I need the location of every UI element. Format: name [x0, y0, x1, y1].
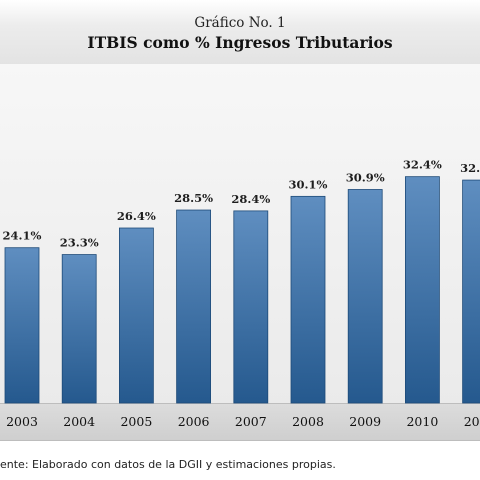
x-tick-2011: 2011	[464, 414, 480, 429]
x-tick-2006: 2006	[178, 414, 210, 429]
x-tick-2007: 2007	[235, 414, 267, 429]
bar-2006	[176, 209, 212, 404]
x-tick-2010: 2010	[406, 414, 438, 429]
data-label-2005: 26.4%	[117, 209, 156, 223]
chart-title: ITBIS como % Ingresos Tributarios	[87, 33, 393, 52]
source-note: ente: Elaborado con datos de la DGII y e…	[0, 458, 336, 471]
bar-2008	[290, 195, 326, 404]
data-label-2004: 23.3%	[60, 236, 99, 250]
data-label-2006: 28.5%	[174, 191, 213, 205]
x-tick-2003: 2003	[6, 414, 38, 429]
x-tick-2009: 2009	[349, 414, 381, 429]
data-label-2008: 30.1%	[289, 177, 328, 191]
x-tick-2008: 2008	[292, 414, 324, 429]
data-label-2003: 24.1%	[3, 229, 42, 243]
bar-2010	[404, 176, 440, 404]
bar-2009	[347, 189, 383, 404]
data-label-2011: 32.0%	[460, 161, 480, 175]
x-tick-2004: 2004	[63, 414, 95, 429]
chart-header: Gráfico No. 1 ITBIS como % Ingresos Trib…	[0, 0, 480, 65]
data-label-2007: 28.4%	[231, 192, 270, 206]
x-axis-band	[0, 403, 480, 441]
bar-2004	[61, 254, 97, 404]
data-label-2010: 32.4%	[403, 158, 442, 172]
x-tick-2005: 2005	[120, 414, 152, 429]
bar-2005	[119, 227, 154, 404]
bar-chart: 24.1% 23.3% 26.4% 28.5% 28.4% 30.1% 30.9% 32.4%…	[3, 158, 480, 429]
chart-subtitle: Gráfico No. 1	[194, 15, 286, 31]
bar-2003	[4, 247, 40, 404]
data-label-2009: 30.9%	[346, 170, 385, 184]
bar-2007	[233, 210, 269, 404]
bar-2011	[462, 179, 480, 404]
